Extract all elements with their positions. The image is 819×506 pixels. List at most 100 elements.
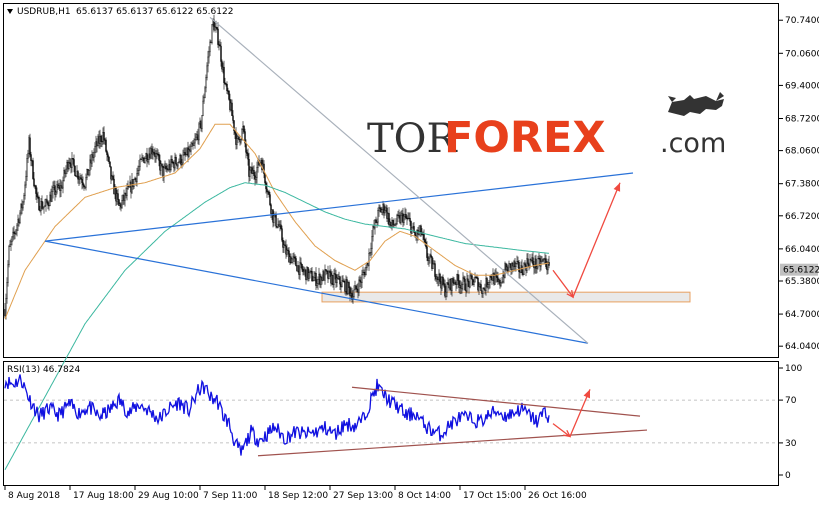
candle-body: [185, 154, 187, 156]
price-plot: 70.7400 70.0600 69.4000 68.7200 68.0600 67.38…: [4, 14, 819, 471]
candle-body: [201, 115, 203, 129]
candle-body: [20, 203, 22, 214]
candle: [188, 145, 190, 158]
candle-body: [26, 158, 28, 177]
candle: [269, 191, 271, 207]
candle: [232, 110, 234, 124]
candle-body: [24, 184, 26, 196]
candle: [469, 270, 471, 289]
candle-body: [10, 241, 12, 245]
candle-body: [282, 240, 284, 248]
rsi-line: [4, 374, 550, 456]
candle-body: [69, 162, 71, 165]
candle: [74, 165, 76, 177]
candle-body: [146, 153, 148, 162]
candle: [477, 276, 479, 292]
candle: [328, 270, 330, 280]
candle: [126, 183, 128, 201]
candle: [68, 157, 70, 171]
candle-body: [108, 156, 110, 162]
candle-body: [301, 264, 303, 270]
candle-body: [467, 278, 469, 282]
candle: [177, 161, 179, 171]
candle: [24, 181, 26, 200]
candle-body: [213, 19, 215, 31]
candle: [517, 256, 519, 269]
candle: [73, 154, 75, 173]
candle-body: [194, 139, 196, 144]
candle-body: [11, 236, 13, 243]
candle: [62, 176, 64, 194]
candle-body: [458, 280, 460, 288]
candle-body: [178, 161, 180, 163]
candle: [161, 163, 163, 168]
candle-body: [291, 258, 293, 264]
candle-body: [394, 224, 396, 226]
candle-body: [51, 191, 53, 202]
candle: [361, 269, 363, 289]
candle-body: [78, 178, 80, 180]
candle: [524, 260, 526, 268]
candle: [139, 154, 141, 171]
rsi-y-tick-label: 100: [785, 364, 802, 374]
candle-body: [295, 258, 297, 267]
candle: [266, 182, 268, 198]
candle: [195, 133, 197, 142]
candle: [353, 285, 355, 299]
candle-body: [264, 173, 266, 184]
candle: [138, 160, 140, 176]
candle: [208, 46, 210, 64]
candle-body: [341, 280, 343, 287]
forecast-arrow-head: [613, 182, 621, 192]
candle-body: [5, 298, 7, 317]
candle-body: [140, 158, 142, 160]
candle: [153, 148, 155, 156]
candle: [14, 230, 16, 240]
candle: [277, 218, 279, 229]
candle-body: [151, 148, 153, 155]
candle: [458, 274, 460, 293]
candle-body: [325, 269, 327, 272]
candle: [85, 173, 87, 191]
rsi-forecast-arrow-mid-head: [563, 429, 572, 438]
candle: [299, 256, 301, 281]
candle: [395, 218, 397, 227]
candle: [170, 155, 172, 172]
candle: [336, 274, 338, 288]
candle: [400, 210, 402, 226]
x-tick-label: 26 Oct 16:00: [528, 491, 587, 501]
candle: [291, 258, 293, 264]
candle-body: [365, 267, 367, 276]
candle: [101, 135, 103, 148]
candle-body: [478, 286, 480, 291]
candle: [118, 198, 120, 207]
triangle-down-icon[interactable]: [7, 9, 13, 14]
candle-body: [56, 184, 58, 193]
y-tick-label: 68.7200: [785, 114, 819, 124]
candle: [63, 167, 65, 182]
candle-body: [206, 65, 208, 78]
candle-body: [362, 272, 364, 275]
candle-body: [255, 177, 257, 180]
candle: [478, 281, 480, 296]
candle: [384, 206, 386, 216]
candle: [471, 273, 473, 287]
forecast-arrow-mid-head: [566, 290, 574, 299]
candle-body: [144, 158, 146, 163]
candle: [121, 194, 123, 209]
candle: [394, 223, 396, 226]
logo-prefix: TOR: [367, 116, 458, 162]
candle-body: [273, 215, 275, 223]
candle: [388, 207, 390, 228]
candle: [72, 158, 74, 165]
candle: [374, 219, 376, 235]
candle: [32, 157, 34, 180]
candle-body: [315, 273, 317, 286]
candle: [545, 254, 547, 269]
candle-body: [238, 136, 240, 140]
candle: [508, 260, 510, 272]
candle: [535, 254, 537, 275]
candle: [537, 255, 539, 270]
candle-body: [405, 213, 407, 219]
candle-body: [361, 274, 363, 283]
